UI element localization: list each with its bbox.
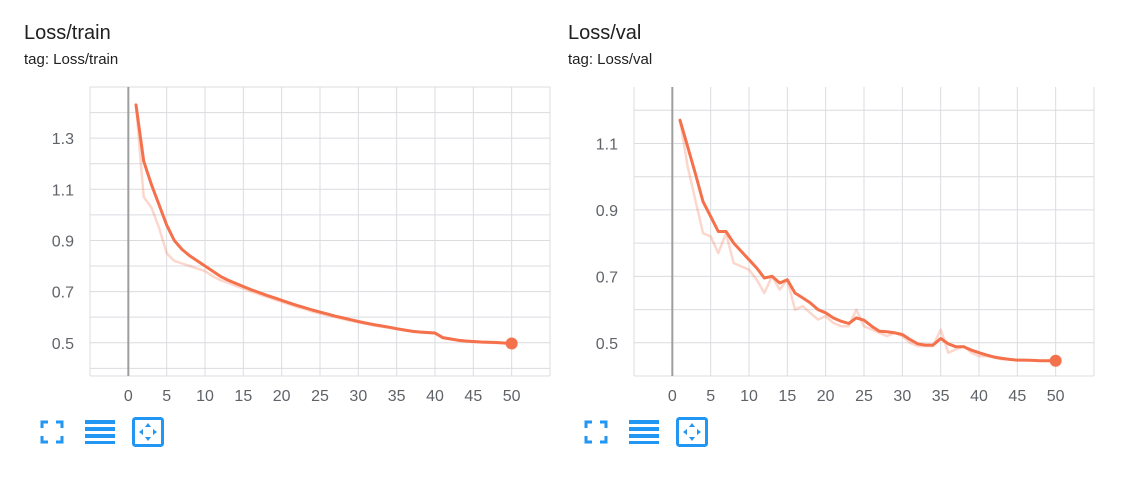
card-tag: tag: Loss/val	[568, 51, 653, 68]
last-point-marker	[1049, 354, 1062, 367]
line-chart-loss-val[interactable]: 0 5 10 15 20 25 30 35 40 45 50 0.5 0.7 0.9 1.1	[544, 0, 1104, 410]
x-tick-label: 45	[1008, 388, 1026, 405]
fit-domain-button[interactable]	[132, 416, 164, 448]
x-tick-label: 25	[311, 388, 329, 405]
grid	[89, 86, 551, 377]
chart-card-loss-val: Loss/val tag: Loss/val 0 5 10 15 20 25 30 35 40 4…	[544, 0, 1104, 486]
x-tick-label: 35	[388, 388, 406, 405]
y-tick-label: 1.1	[596, 136, 618, 153]
chart-toolbar	[36, 416, 180, 448]
x-tick-label: 15	[778, 388, 796, 405]
x-tick-label: 5	[162, 388, 171, 405]
series-line-raw	[134, 103, 513, 345]
x-tick-label: 0	[124, 388, 133, 405]
x-tick-label: 40	[426, 388, 444, 405]
card-title: Loss/train	[24, 22, 111, 44]
y-tick-label: 0.5	[596, 336, 618, 353]
fit-domain-icon	[676, 417, 708, 447]
x-tick-label: 20	[817, 388, 835, 405]
fullscreen-button[interactable]	[36, 416, 68, 448]
y-tick-label: 0.7	[596, 269, 618, 286]
x-tick-label: 45	[464, 388, 482, 405]
data-table-icon	[85, 420, 115, 444]
series-line-smoothed	[678, 118, 1058, 363]
fullscreen-icon	[584, 420, 608, 444]
x-tick-label: 40	[970, 388, 988, 405]
x-tick-label: 15	[234, 388, 252, 405]
x-tick-label: 10	[196, 388, 214, 405]
fullscreen-icon	[40, 420, 64, 444]
y-tick-label: 0.9	[52, 233, 74, 250]
last-point-marker	[505, 337, 518, 350]
fit-domain-button[interactable]	[676, 416, 708, 448]
card-tag: tag: Loss/train	[24, 51, 119, 68]
x-tick-label: 50	[1047, 388, 1065, 405]
data-table-button[interactable]	[84, 416, 116, 448]
chart-card-loss-train: Loss/train tag: Loss/train 0 5 10 15 20 25 30 3…	[0, 0, 560, 486]
line-chart-loss-train[interactable]: 0 5 10 15 20 25 30 35 40 45 50 0.5 0.7 0.9 1.1 1.3	[0, 0, 560, 410]
y-tick-label: 0.7	[52, 285, 74, 302]
y-tick-label: 0.5	[52, 336, 74, 353]
x-tick-label: 20	[273, 388, 291, 405]
x-tick-label: 30	[893, 388, 911, 405]
x-tick-label: 10	[740, 388, 758, 405]
fullscreen-button[interactable]	[580, 416, 612, 448]
x-tick-label: 0	[668, 388, 677, 405]
y-tick-label: 0.9	[596, 203, 618, 220]
x-tick-label: 50	[503, 388, 521, 405]
data-table-icon	[629, 420, 659, 444]
x-tick-label: 35	[932, 388, 950, 405]
chart-toolbar	[580, 416, 724, 448]
x-tick-label: 25	[855, 388, 873, 405]
x-tick-label: 30	[349, 388, 367, 405]
x-tick-label: 5	[706, 388, 715, 405]
grid	[633, 87, 1095, 377]
data-table-button[interactable]	[628, 416, 660, 448]
card-title: Loss/val	[568, 22, 642, 44]
y-tick-label: 1.1	[52, 182, 74, 199]
y-tick-label: 1.3	[52, 131, 74, 148]
fit-domain-icon	[132, 417, 164, 447]
series-line-smoothed	[134, 103, 514, 345]
